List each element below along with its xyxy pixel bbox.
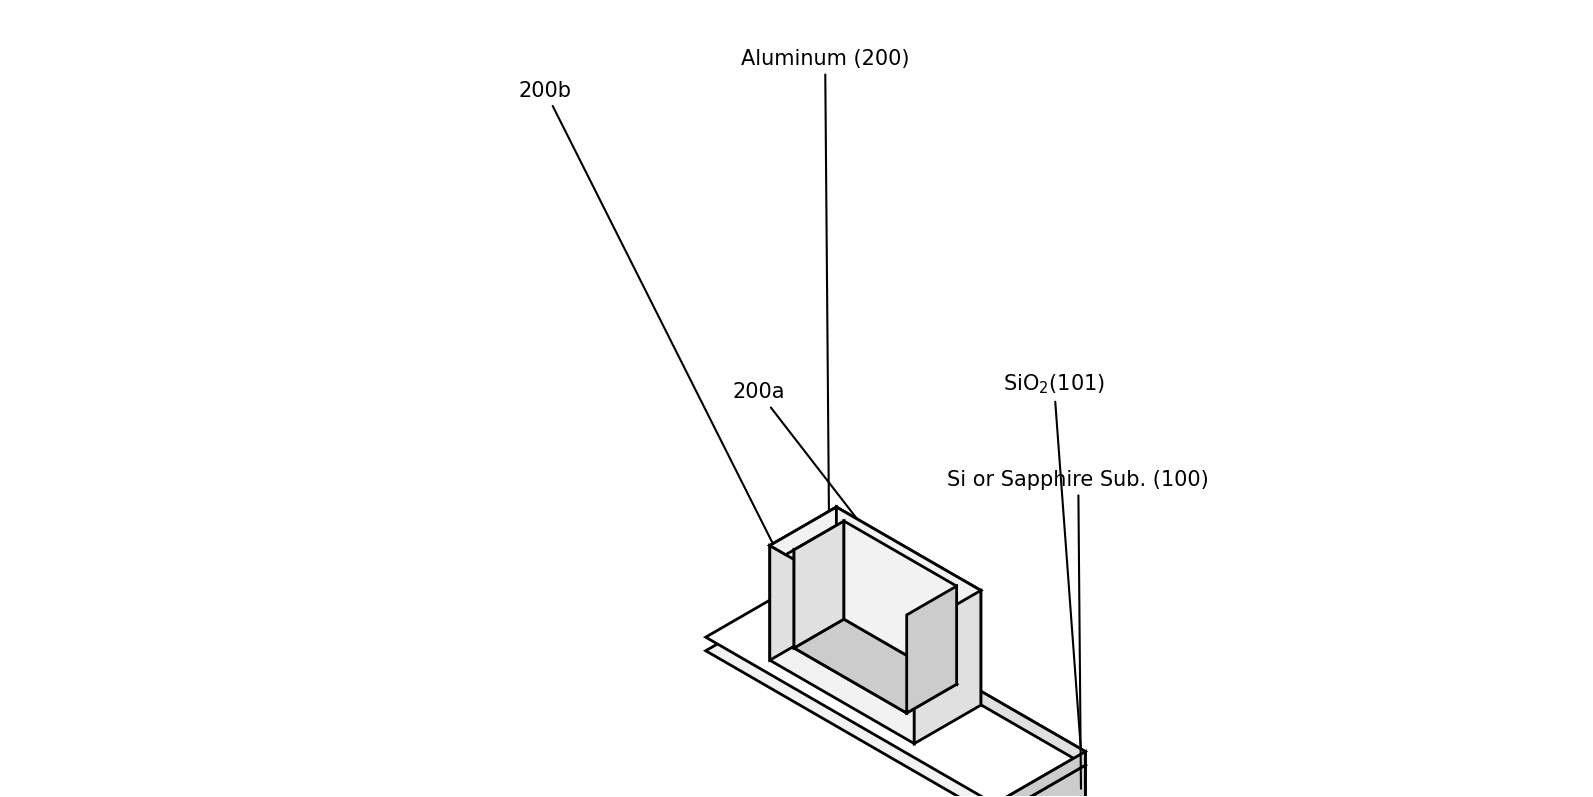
Polygon shape bbox=[793, 619, 957, 713]
Text: 200b: 200b bbox=[519, 80, 773, 544]
Polygon shape bbox=[769, 540, 922, 629]
Polygon shape bbox=[769, 545, 914, 744]
Polygon shape bbox=[914, 591, 981, 744]
Polygon shape bbox=[769, 507, 836, 660]
Polygon shape bbox=[898, 581, 981, 629]
Polygon shape bbox=[844, 521, 957, 684]
Polygon shape bbox=[906, 586, 957, 713]
Polygon shape bbox=[769, 507, 852, 555]
Polygon shape bbox=[994, 752, 1085, 797]
Polygon shape bbox=[796, 585, 1085, 765]
Polygon shape bbox=[796, 599, 1085, 797]
Polygon shape bbox=[793, 521, 844, 648]
Polygon shape bbox=[706, 599, 1085, 797]
Polygon shape bbox=[994, 765, 1085, 797]
Polygon shape bbox=[828, 507, 981, 595]
Polygon shape bbox=[706, 585, 1085, 797]
Polygon shape bbox=[793, 550, 906, 713]
Text: 200a: 200a bbox=[733, 383, 970, 665]
Text: Si or Sapphire Sub. (100): Si or Sapphire Sub. (100) bbox=[948, 470, 1209, 789]
Polygon shape bbox=[836, 507, 981, 705]
Text: Aluminum (200): Aluminum (200) bbox=[741, 49, 910, 563]
Text: SiO$_2$(101): SiO$_2$(101) bbox=[1004, 372, 1106, 748]
